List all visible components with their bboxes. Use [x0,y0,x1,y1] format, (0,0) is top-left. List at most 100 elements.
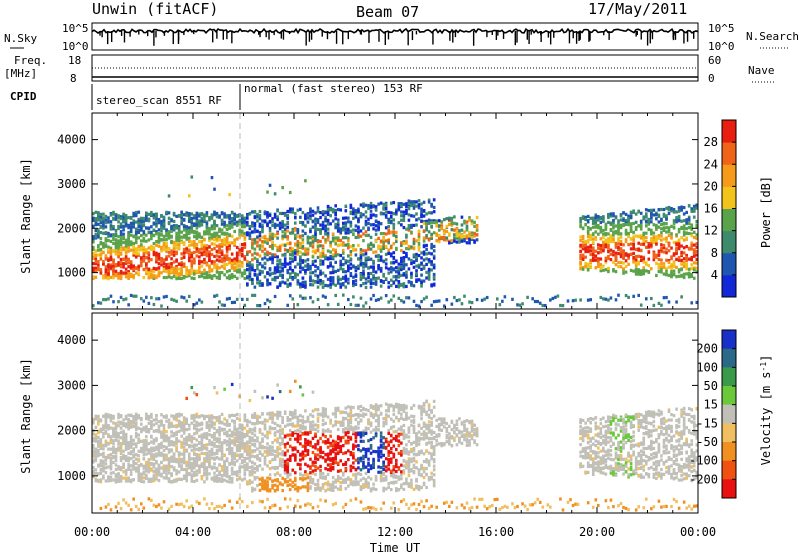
scatter-cell [99,252,103,256]
scatter-cell [468,230,471,235]
scatter-cell [243,236,247,240]
scatter-cell [377,246,380,250]
scatter-cell [299,215,302,219]
scatter-cell [650,243,653,247]
scatter-cell [185,266,189,270]
scatter-cell [662,214,666,218]
scatter-cell [602,297,605,301]
scatter-cell [92,240,95,244]
scatter-cell [392,233,396,237]
scatter-cell [296,208,300,212]
scatter-cell [137,440,141,444]
scatter-cell [185,247,189,251]
scatter-cell [195,223,199,227]
scatter-cell [119,449,123,454]
scatter-cell [632,294,635,298]
scatter-cell [124,434,128,439]
scatter-cell [147,428,151,432]
scatter-cell [599,237,603,241]
scatter-cell [435,233,438,238]
scatter-cell [379,279,383,283]
scatter-cell [420,251,423,255]
scatter-cell [334,248,337,252]
scatter-cell [92,436,95,440]
scatter-cell [460,215,464,219]
scatter-cell [104,231,108,235]
scatter-cell [296,243,300,247]
scatter-cell [180,230,183,234]
nave-label: Nave [748,64,775,77]
scatter-cell [117,255,120,259]
scatter-cell [102,212,105,216]
scatter-cell [400,202,403,206]
scatter-cell [475,228,479,232]
scatter-cell [97,263,100,267]
scatter-cell [319,215,322,220]
scatter-cell [109,413,113,418]
scatter-cell [579,238,582,243]
scatter-cell [203,232,206,236]
scatter-cell [690,255,694,260]
scatter-cell [102,216,105,220]
scatter-cell [357,207,360,211]
scatter-cell [283,232,287,236]
scatter-cell [235,270,239,274]
scatter-cell [384,245,388,249]
scatter-cell [172,274,176,278]
scatter-cell [427,238,431,242]
scatter-cell [162,222,166,226]
scatter-cell [301,266,305,270]
scatter-cell [137,252,141,256]
scatter-cell [172,270,176,275]
scatter-cell [205,254,209,258]
scatter-cell [291,247,295,251]
scatter-cell [129,457,133,461]
scatter-cell [134,240,138,245]
scatter-cell [422,297,426,301]
power-ytick-label: 3000 [57,177,86,191]
scatter-cell [283,253,287,257]
scatter-cell [405,209,408,213]
scatter-cell [334,239,337,243]
scatter-cell [132,267,135,271]
scatter-cell [109,213,113,217]
scatter-cell [392,255,396,260]
scatter-cell [117,467,120,471]
scatter-cell [458,298,461,302]
scatter-cell [139,472,143,476]
scatter-cell [124,247,128,251]
scatter-cell [155,253,158,258]
scatter-cell [102,476,105,480]
scatter-cell [107,238,110,243]
scatter-cell [187,194,191,198]
scatter-cell [129,233,133,237]
scatter-cell [122,247,125,252]
scatter-cell [152,228,156,232]
scatter-cell [657,269,661,274]
scatter-cell [180,213,183,218]
scatter-cell [258,247,262,251]
scatter-cell [344,270,348,274]
scatter-cell [155,467,158,471]
scatter-cell [619,260,623,265]
scatter-cell [165,263,168,267]
scatter-cell [316,266,320,271]
scatter-cell [667,226,671,230]
scatter-cell [175,266,178,270]
scatter-cell [374,214,378,218]
scatter-cell [276,245,279,250]
scatter-cell [660,270,663,274]
scatter-cell [692,254,696,258]
scatter-cell [422,221,426,225]
scatter-cell [450,228,454,232]
scatter-cell [420,215,423,219]
scatter-cell [395,234,398,239]
scatter-cell [357,220,360,224]
scatter-cell [652,236,656,240]
scatter-cell [190,219,194,223]
scatter-cell [440,224,444,228]
scatter-cell [639,225,643,229]
scatter-cell [400,214,403,218]
scatter-cell [339,285,343,289]
scatter-cell [127,425,130,429]
